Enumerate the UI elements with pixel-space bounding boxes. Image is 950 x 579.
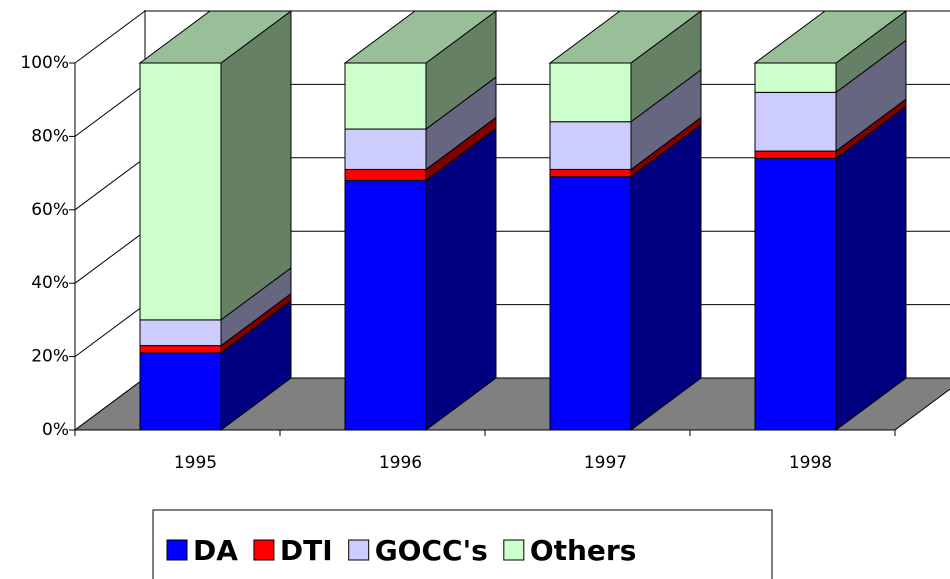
grid-side: [74, 230, 146, 284]
bar-side: [630, 123, 702, 431]
bar: [549, 168, 632, 178]
bar: [344, 62, 427, 130]
legend-label: DA: [193, 534, 238, 567]
y-tick-label: 40%: [31, 273, 69, 293]
grid-side: [74, 83, 146, 137]
grid-side: [74, 157, 146, 211]
legend-swatch: [503, 539, 525, 561]
bar: [139, 345, 222, 354]
y-tick-label: 0%: [42, 420, 69, 440]
bar: [549, 176, 632, 431]
x-tick-label: 1995: [174, 453, 217, 473]
y-tick-label: 80%: [31, 126, 69, 146]
y-tick-label: 100%: [20, 53, 69, 73]
legend-label: Others: [530, 534, 637, 567]
bar: [754, 91, 837, 152]
bar-top: [343, 10, 498, 64]
legend-swatch: [348, 539, 370, 561]
bar: [139, 352, 222, 431]
bar: [549, 121, 632, 170]
bar: [754, 157, 837, 431]
bar-top: [138, 10, 293, 64]
x-tick-label: 1998: [789, 453, 832, 473]
bar: [344, 179, 427, 431]
bar: [549, 62, 632, 123]
bar: [344, 128, 427, 170]
x-tick-label: 1996: [379, 453, 422, 473]
bar-top: [753, 10, 908, 64]
grid-side: [74, 304, 146, 358]
legend-label: DTI: [280, 534, 333, 567]
legend-label: GOCC's: [375, 534, 488, 567]
bar: [139, 319, 222, 347]
grid-side: [74, 10, 146, 64]
legend-swatch: [253, 539, 275, 561]
y-tick-label: 60%: [31, 200, 69, 220]
legend-swatch: [166, 539, 188, 561]
y-tick-label: 20%: [31, 347, 69, 367]
bar: [344, 168, 427, 181]
bar: [754, 150, 837, 159]
bar-side: [220, 10, 292, 321]
bar-top: [548, 10, 703, 64]
bar-side: [425, 127, 497, 431]
bar: [139, 62, 222, 321]
bar: [754, 62, 837, 93]
x-tick-label: 1997: [584, 453, 627, 473]
bar-side: [835, 105, 907, 431]
